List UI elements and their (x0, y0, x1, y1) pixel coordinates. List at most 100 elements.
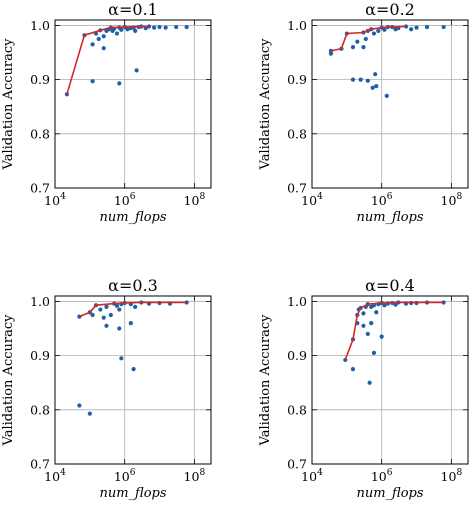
scatter-point (382, 27, 387, 32)
scatter-point (367, 380, 372, 385)
scatter-point (90, 312, 95, 318)
x-axis-label: num_flops (356, 486, 423, 501)
scatter-point (424, 24, 430, 30)
scatter-point (104, 304, 109, 309)
scatter-point (328, 51, 334, 56)
panel-title: α=0.1 (108, 0, 158, 19)
scatter-point (373, 72, 378, 77)
scatter-point (441, 300, 446, 305)
y-axis-label: Validation Accuracy (258, 38, 273, 171)
scatter-point (409, 27, 414, 32)
y-tick-label: 1.0 (30, 294, 50, 309)
x-tick-label: 106 (371, 192, 393, 208)
y-tick-label: 1.0 (287, 294, 307, 309)
plot-frame (311, 295, 469, 465)
y-tick-label: 0.8 (287, 402, 307, 417)
scatter-point (365, 78, 370, 83)
scatter-point (384, 93, 389, 98)
pareto-front-line (79, 301, 187, 318)
scatter-point (355, 39, 360, 44)
y-tick-label: 1.0 (287, 18, 307, 33)
scatter-point (119, 27, 124, 32)
y-tick-label: 0.9 (287, 348, 307, 363)
y-tick-label: 0.9 (30, 72, 50, 87)
scatter-point (370, 85, 375, 90)
scatter-point (98, 307, 103, 312)
scatter-point (379, 334, 384, 339)
scatter-point (133, 304, 138, 309)
scatter-point (125, 27, 130, 32)
panel-title: α=0.2 (365, 0, 415, 19)
chart-panel-2: 104 106 1080.70.80.91.0α=0.2num_flopsValid… (258, 0, 469, 225)
y-axis-label: Validation Accuracy (1, 314, 16, 447)
scatter-point (350, 77, 356, 82)
y-tick-label: 0.8 (30, 126, 50, 141)
pareto-front-line (66, 25, 149, 95)
scatter-point (131, 367, 136, 372)
scatter-point (104, 323, 109, 328)
x-axis-label: num_flops (356, 210, 423, 225)
scatter-point (87, 411, 92, 416)
scatter-point (114, 303, 120, 308)
scatter-point (382, 303, 387, 308)
x-tick-label: 108 (184, 468, 206, 484)
scatter-point (108, 312, 113, 318)
y-tick-label: 0.9 (287, 72, 307, 87)
scatter-point (77, 403, 82, 408)
scatter-point (403, 24, 409, 29)
panel-title: α=0.4 (365, 276, 415, 295)
scatter-point (369, 320, 374, 326)
scatter-point (414, 25, 419, 30)
panel-title: α=0.3 (108, 276, 158, 295)
scatter-point (101, 46, 106, 51)
scatter-point (134, 68, 139, 73)
scatter-point (119, 356, 124, 361)
scatter-point (374, 310, 379, 315)
plot-frame (54, 295, 212, 465)
pareto-front-line (344, 301, 444, 361)
scatter-point (114, 31, 120, 36)
x-tick-label: 108 (184, 192, 206, 208)
y-tick-label: 0.7 (30, 181, 50, 196)
scatter-point (441, 24, 446, 30)
x-tick-label: 106 (114, 468, 136, 484)
scatter-point (361, 311, 366, 316)
x-tick-label: 106 (114, 192, 136, 208)
chart-panel-3: 104 106 1080.70.80.91.0α=0.3num_flopsValid… (1, 276, 212, 501)
chart-panel-1: 104 106 1080.70.80.91.0α=0.1num_flopsValid… (1, 0, 212, 225)
scatter-point (374, 84, 379, 89)
scatter-point (117, 326, 122, 331)
y-tick-label: 0.7 (287, 457, 307, 472)
scatter-point (361, 44, 366, 50)
scatter-point (350, 44, 356, 50)
plot-frame (311, 19, 469, 189)
scatter-point (184, 24, 189, 30)
pareto-front-line (330, 25, 407, 52)
y-tick-label: 0.8 (30, 402, 50, 417)
chart-panel-4: 104 106 1080.70.80.91.0α=0.4num_flopsValid… (258, 276, 469, 501)
y-axis-label: Validation Accuracy (1, 38, 16, 171)
y-axis-label: Validation Accuracy (258, 314, 273, 447)
x-tick-label: 108 (441, 192, 463, 208)
scatter-point (174, 24, 179, 30)
plot-frame (54, 19, 212, 189)
scatter-point (361, 323, 366, 328)
scatter-point (152, 25, 157, 30)
scatter-point (90, 79, 95, 84)
scatter-point (101, 34, 106, 39)
scatter-point (363, 36, 368, 42)
scatter-point (128, 320, 133, 326)
scatter-point (350, 367, 356, 372)
scatter-point (376, 28, 381, 33)
scatter-point (117, 81, 122, 86)
scatter-point (371, 350, 377, 356)
scatter-point (133, 28, 138, 33)
x-axis-label: num_flops (99, 486, 166, 501)
scatter-point (358, 77, 363, 82)
x-tick-label: 108 (441, 468, 463, 484)
scatter-point (96, 36, 101, 42)
scatter-point (365, 331, 370, 337)
scatter-point (157, 24, 162, 30)
x-tick-label: 106 (371, 468, 393, 484)
